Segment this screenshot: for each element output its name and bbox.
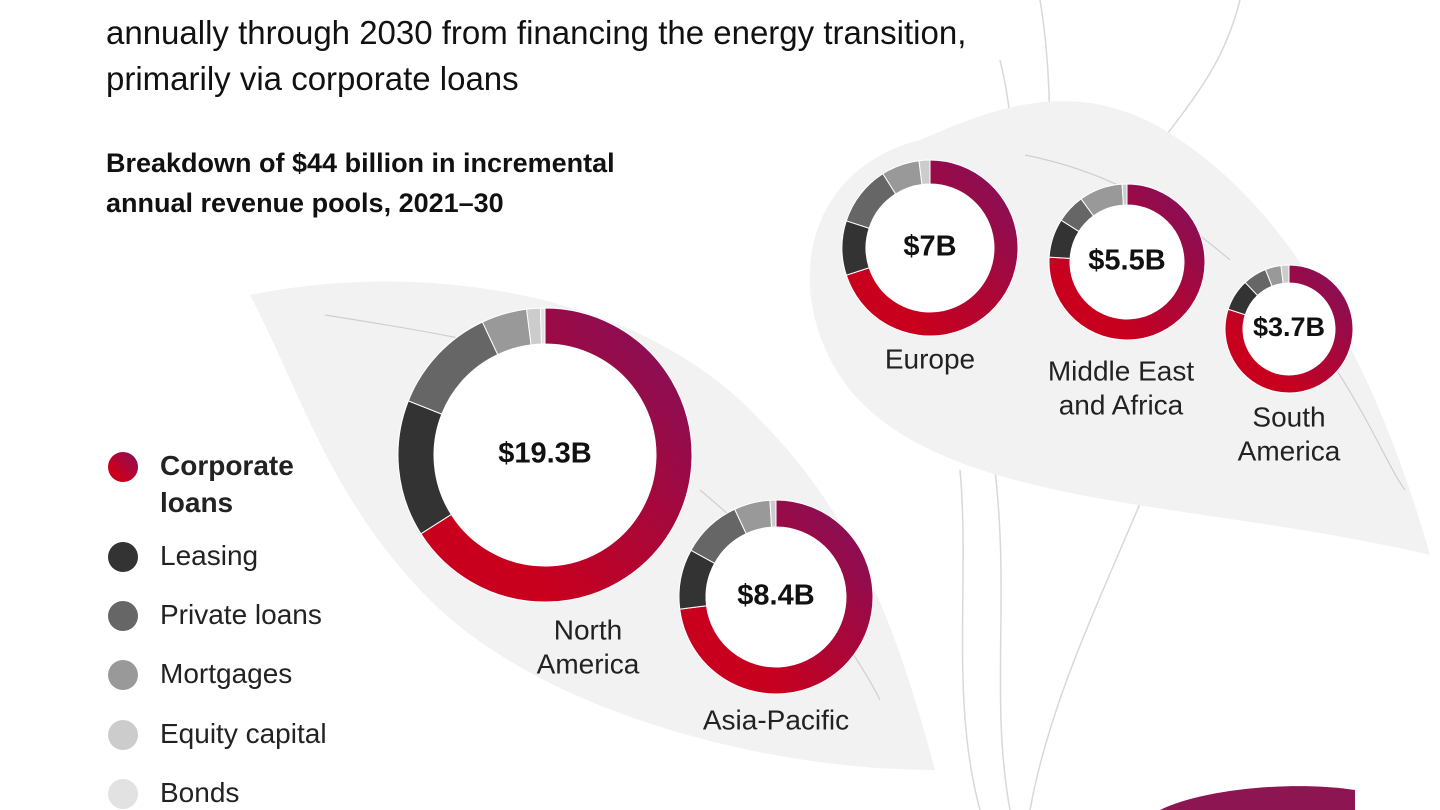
legend-item: Leasing [108, 540, 340, 574]
header-line: annually through 2030 from financing the… [106, 14, 967, 51]
region-label: and Africa [1059, 389, 1184, 420]
legend-item: Corporate loans [108, 450, 330, 521]
legend-item: Mortgages [108, 658, 340, 692]
center-label: $3.7B [1253, 312, 1325, 342]
legend-swatch [108, 660, 138, 690]
region-label: America [1238, 435, 1341, 466]
center-label: $19.3B [498, 438, 592, 470]
region-label: Europe [885, 343, 975, 374]
donut-segment [420, 307, 693, 603]
donut-segment [1121, 183, 1128, 206]
region-label: South [1252, 401, 1325, 432]
legend-item: Equity capital [108, 718, 340, 752]
subtitle-line: Breakdown of $44 billion in incremental [106, 148, 615, 178]
donut: $8.4B Asia-Pacific [678, 499, 874, 735]
donut-hole [866, 184, 994, 312]
donut-segment [841, 220, 870, 276]
donut-hole [1070, 205, 1184, 319]
legend-item: Bonds [108, 777, 340, 810]
legend-label: Corporate loans [160, 450, 294, 518]
center-label: $5.5B [1088, 245, 1165, 277]
donut-hole [706, 527, 846, 667]
legend-swatch [108, 601, 138, 631]
donut: $7B Europe [841, 159, 1019, 374]
legend-label: Leasing [160, 540, 259, 571]
legend-swatch [108, 779, 138, 809]
region-label: Asia-Pacific [703, 704, 849, 735]
legend-label: Bonds [160, 777, 240, 808]
leaf-accent [1160, 786, 1355, 810]
donut-segment [539, 307, 546, 345]
region-label: Middle East [1048, 355, 1195, 386]
region-label: North [554, 614, 622, 645]
center-label: $7B [903, 231, 956, 263]
legend-swatch [108, 720, 138, 750]
donut-hole [434, 344, 656, 566]
header-line: primarily via corporate loans [106, 60, 519, 97]
legend-swatch [108, 452, 138, 482]
legend-label: Private loans [160, 599, 322, 630]
region-label: America [537, 648, 640, 679]
subtitle-line: annual revenue pools, 2021–30 [106, 188, 504, 218]
legend-label: Mortgages [160, 658, 293, 689]
legend-swatch [108, 542, 138, 572]
legend-label: Equity capital [160, 718, 327, 749]
center-label: $8.4B [737, 580, 814, 612]
donut-segment [679, 499, 874, 695]
legend-item: Private loans [108, 599, 340, 633]
donut-hole [1243, 283, 1335, 375]
